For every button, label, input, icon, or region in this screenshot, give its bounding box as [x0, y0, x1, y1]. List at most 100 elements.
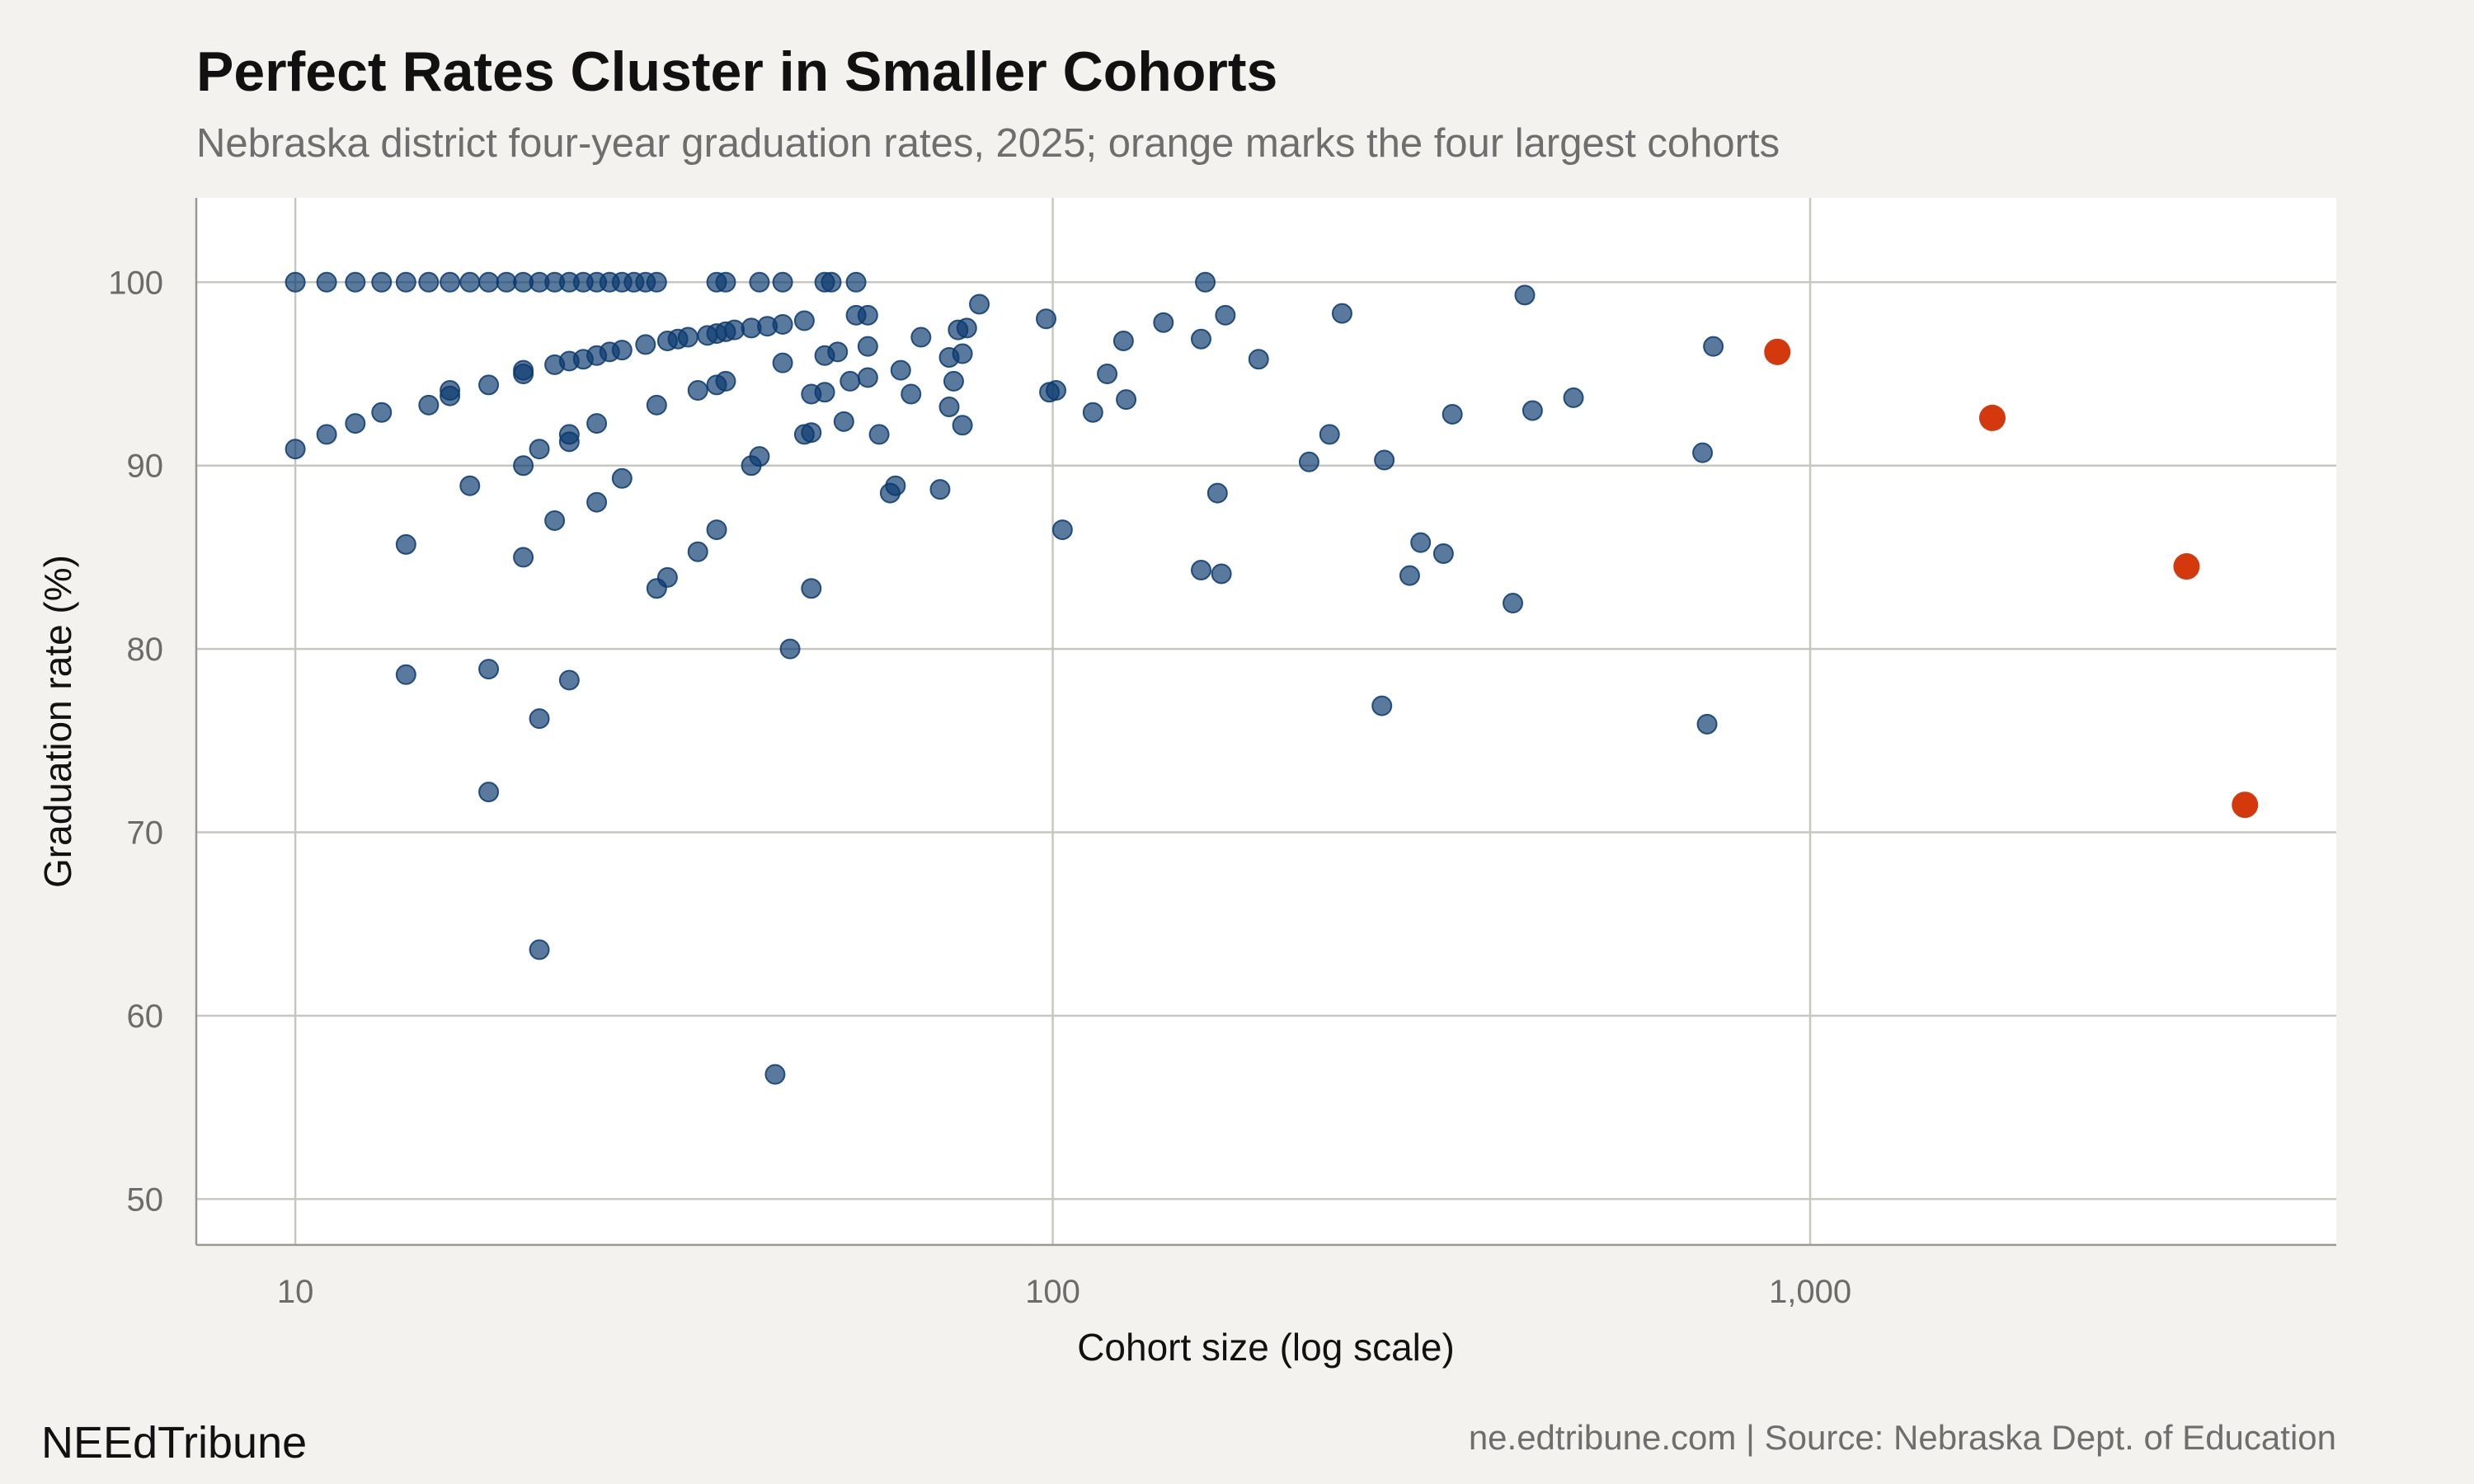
data-point: [345, 271, 366, 293]
data-point: [929, 479, 951, 500]
y-tick-label: 100: [108, 265, 163, 301]
data-point: [586, 413, 608, 434]
data-points: [285, 271, 2259, 1085]
data-point: [1211, 563, 1232, 585]
brand-logo-text: NEEdTribune: [41, 1418, 307, 1468]
y-tick-label: 50: [127, 1181, 164, 1218]
data-point: [316, 424, 337, 445]
data-point: [1206, 482, 1228, 504]
source-note: ne.edtribune.com | Source: Nebraska Dept…: [1469, 1418, 2336, 1457]
data-point: [656, 566, 678, 588]
data-point: [1112, 330, 1134, 351]
data-point: [1319, 424, 1340, 445]
data-point: [952, 343, 973, 364]
highlight-point: [1978, 404, 2006, 431]
data-point: [285, 439, 306, 460]
data-point: [1399, 565, 1420, 586]
data-point: [345, 413, 366, 434]
tick-labels: 50 60 70 80 90 100 10 100 1,000: [108, 265, 1851, 1310]
data-point: [956, 317, 977, 339]
data-point: [706, 519, 727, 541]
data-point: [1374, 449, 1395, 471]
data-point: [586, 491, 608, 513]
data-point: [772, 271, 793, 293]
data-point: [910, 326, 932, 348]
y-tick-label: 90: [127, 448, 164, 485]
data-point: [1036, 308, 1057, 330]
data-point: [1195, 271, 1216, 293]
data-point: [440, 271, 461, 293]
data-point: [611, 467, 633, 489]
data-point: [529, 439, 550, 460]
data-point: [513, 547, 534, 568]
data-point: [418, 271, 440, 293]
data-point: [969, 294, 990, 315]
data-point: [952, 415, 973, 436]
data-point: [1442, 403, 1463, 425]
data-point: [478, 374, 500, 396]
chart-title: Perfect Rates Cluster in Smaller Cohorts: [196, 40, 1277, 103]
chart-subtitle: Nebraska district four-year graduation r…: [196, 121, 1780, 166]
data-point: [749, 271, 770, 293]
data-point: [724, 319, 745, 340]
data-point: [772, 352, 793, 373]
data-point: [793, 310, 815, 331]
data-point: [833, 411, 854, 432]
data-point: [885, 475, 906, 496]
data-point: [715, 370, 736, 392]
data-point: [395, 271, 416, 293]
data-point: [801, 422, 822, 444]
data-point: [371, 402, 393, 423]
data-point: [1190, 328, 1211, 350]
data-point: [1692, 442, 1714, 463]
data-point: [845, 271, 867, 293]
data-point: [1703, 336, 1724, 357]
data-point: [513, 359, 534, 381]
y-axis-label: Graduation rate (%): [36, 555, 79, 888]
data-point: [611, 340, 633, 361]
data-point: [1153, 312, 1174, 333]
data-point: [440, 380, 461, 402]
y-tick-label: 70: [127, 815, 164, 852]
data-point: [827, 341, 849, 363]
data-point: [1046, 380, 1067, 402]
data-point: [1502, 593, 1523, 614]
data-point: [529, 708, 550, 730]
data-point: [749, 446, 770, 467]
data-point: [395, 533, 416, 555]
data-point: [890, 359, 911, 381]
data-point: [1331, 303, 1352, 324]
data-point: [1082, 402, 1103, 423]
y-tick-label: 80: [127, 632, 164, 668]
data-point: [558, 669, 580, 691]
data-point: [1563, 387, 1584, 408]
data-point: [801, 578, 822, 599]
x-axis-label: Cohort size (log scale): [1077, 1326, 1455, 1369]
data-point: [1190, 560, 1211, 581]
data-point: [459, 475, 481, 496]
data-point: [459, 271, 481, 293]
data-point: [687, 541, 708, 562]
data-point: [1522, 400, 1543, 421]
data-point: [857, 304, 878, 326]
data-point: [1432, 542, 1454, 564]
data-point: [558, 431, 580, 453]
data-point: [1248, 349, 1269, 370]
data-point: [868, 424, 890, 445]
data-point: [635, 334, 656, 355]
data-point: [1514, 284, 1536, 306]
highlight-point: [1764, 338, 1791, 365]
data-point: [1051, 519, 1073, 541]
data-point: [779, 638, 801, 660]
data-point: [814, 382, 835, 403]
data-point: [478, 271, 500, 293]
x-tick-label: 10: [277, 1274, 314, 1310]
data-point: [316, 271, 337, 293]
data-point: [821, 271, 842, 293]
data-point: [544, 510, 566, 531]
data-point: [646, 271, 667, 293]
data-point: [1371, 695, 1393, 716]
data-point: [840, 370, 861, 392]
data-point: [677, 326, 698, 348]
